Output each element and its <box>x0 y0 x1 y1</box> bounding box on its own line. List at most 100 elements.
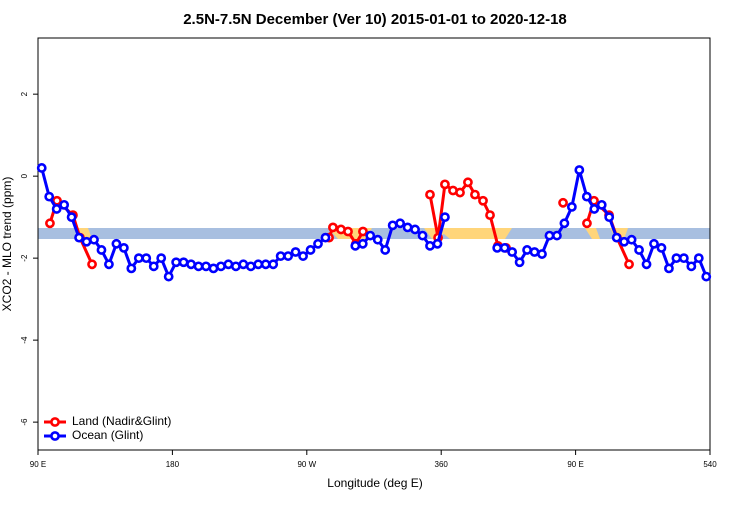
data-point <box>581 191 592 202</box>
data-point <box>290 247 301 257</box>
data-point <box>275 251 286 261</box>
data-point <box>298 251 308 261</box>
data-point <box>559 218 570 229</box>
x-tick-label: 90 E <box>567 460 583 469</box>
data-point <box>66 212 77 223</box>
data-point <box>611 232 622 243</box>
data-point <box>619 236 630 247</box>
data-point <box>156 253 167 264</box>
data-point <box>111 238 122 249</box>
data-point <box>260 259 271 270</box>
data-point <box>216 261 226 272</box>
data-point <box>478 195 488 206</box>
data-point <box>544 230 555 241</box>
land-band <box>424 228 512 239</box>
data-point <box>596 199 607 210</box>
data-point <box>201 261 211 272</box>
data-point <box>268 259 279 270</box>
data-point <box>558 197 568 208</box>
data-point <box>522 245 532 255</box>
data-point <box>357 238 368 249</box>
y-tick-label: -6 <box>20 418 29 426</box>
data-point <box>59 199 70 210</box>
data-point <box>320 232 331 243</box>
data-point <box>641 259 652 270</box>
data-point <box>470 189 480 200</box>
data-point <box>440 212 450 223</box>
data-point <box>678 253 689 264</box>
data-point <box>171 257 182 268</box>
data-point <box>574 165 585 175</box>
data-point <box>104 259 114 270</box>
data-point <box>51 204 62 214</box>
x-tick-label: 90 W <box>297 460 316 469</box>
data-point <box>283 251 294 261</box>
data-point <box>649 238 659 249</box>
data-point <box>537 249 547 259</box>
data-point <box>693 253 704 264</box>
x-axis-label: Longitude (deg E) <box>327 476 422 490</box>
y-tick-label: 2 <box>20 91 29 96</box>
data-point <box>440 179 450 190</box>
data-point <box>417 230 428 241</box>
data-point <box>313 238 323 249</box>
data-point <box>380 245 391 255</box>
legend-label: Ocean (Glint) <box>72 428 143 442</box>
data-point <box>514 257 525 268</box>
data-point <box>387 220 398 231</box>
data-point <box>36 163 47 173</box>
data-point <box>492 242 503 253</box>
data-point <box>671 253 682 264</box>
legend-marker <box>50 431 60 441</box>
data-point <box>656 242 667 253</box>
data-point <box>44 191 55 202</box>
data-point <box>148 261 159 272</box>
data-point <box>582 218 592 229</box>
x-tick-label: 180 <box>166 460 180 469</box>
data-point <box>186 259 196 270</box>
data-point <box>552 230 562 241</box>
data-point <box>253 259 264 270</box>
data-point <box>178 257 189 268</box>
data-point <box>163 271 174 282</box>
y-tick-label: -2 <box>20 254 29 262</box>
data-point <box>529 247 540 257</box>
data-point <box>365 230 376 241</box>
data-point <box>425 189 435 200</box>
legend-label: Land (Nadir&Glint) <box>72 414 171 428</box>
data-point <box>686 261 697 272</box>
data-point <box>410 224 420 235</box>
data-point <box>499 242 510 253</box>
data-point <box>624 259 634 270</box>
data-point <box>589 204 600 214</box>
data-point <box>350 240 361 251</box>
data-point <box>634 245 644 255</box>
data-point <box>81 236 92 247</box>
data-point <box>664 263 674 274</box>
data-point <box>238 259 249 270</box>
data-point <box>343 226 353 237</box>
y-axis-label: XCO2 - MLO trend (ppm) <box>0 177 14 312</box>
data-point <box>305 245 316 255</box>
data-point <box>126 263 137 274</box>
data-point <box>230 261 241 272</box>
data-point <box>485 210 495 220</box>
y-tick-label: -4 <box>20 336 29 344</box>
data-point <box>74 232 84 243</box>
data-point <box>223 259 234 270</box>
data-point <box>96 245 107 255</box>
data-point <box>89 234 99 245</box>
data-point <box>208 263 219 274</box>
data-point <box>566 201 577 212</box>
x-tick-label: 360 <box>435 460 449 469</box>
data-point <box>358 226 368 237</box>
data-point <box>133 253 144 264</box>
data-point <box>372 234 383 245</box>
data-point <box>87 259 97 270</box>
data-point <box>193 261 204 272</box>
data-point <box>701 271 712 282</box>
data-point <box>141 253 152 264</box>
data-point <box>455 187 465 198</box>
data-point <box>463 177 473 188</box>
